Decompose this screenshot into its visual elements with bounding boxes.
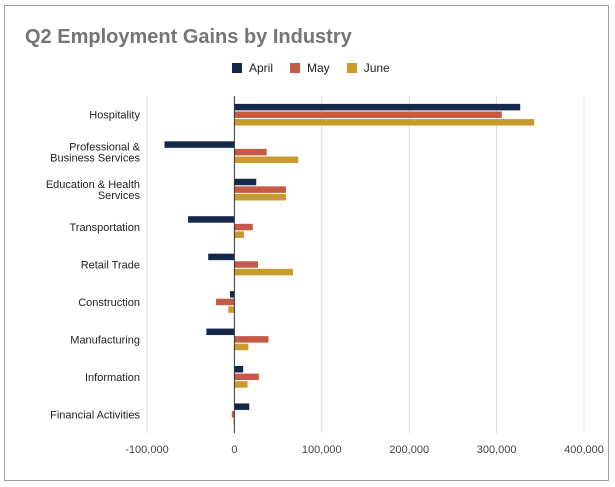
bar-june-5: [228, 306, 235, 313]
legend-item-june[interactable]: June: [346, 61, 390, 75]
bar-june-1: [234, 156, 299, 164]
legend-label-may: May: [307, 61, 330, 75]
legend-item-april[interactable]: April: [232, 61, 273, 75]
x-tick-label-0: -100,000: [125, 444, 168, 456]
bar-may-1: [234, 148, 267, 156]
category-label-0: Hospitality: [89, 110, 140, 122]
bar-april-5: [230, 291, 235, 298]
category-label-6: Manufacturing: [70, 334, 140, 346]
x-tick-label-3: 200,000: [389, 444, 429, 456]
bar-april-8: [234, 403, 250, 410]
x-tick-label-1: 0: [231, 444, 237, 456]
bar-april-1: [164, 141, 235, 148]
bar-may-4: [234, 261, 258, 268]
chart-frame: [4, 5, 609, 481]
bar-may-5: [216, 298, 235, 306]
bar-june-2: [234, 193, 286, 201]
category-label-8: Financial Activities: [50, 409, 140, 421]
bar-april-0: [234, 103, 521, 111]
legend-label-april: April: [249, 61, 274, 75]
chart-title: Q2 Employment Gains by Industry: [25, 26, 352, 48]
legend-swatch-may: [290, 63, 301, 73]
x-tick-label-2: 100,000: [302, 444, 342, 456]
category-label-3: Transportation: [69, 222, 140, 234]
x-tick-label-4: 300,000: [477, 444, 517, 456]
bar-may-6: [234, 336, 269, 343]
legend-swatch-june: [346, 63, 357, 73]
bar-april-3: [188, 216, 235, 223]
category-label-4: Retail Trade: [81, 260, 140, 272]
bar-april-7: [234, 365, 244, 373]
x-tick-label-5: 400,000: [564, 444, 604, 456]
bar-may-7: [234, 373, 259, 381]
bar-april-4: [208, 253, 235, 261]
bar-may-2: [234, 186, 286, 193]
bar-may-3: [234, 223, 253, 231]
bar-june-4: [234, 268, 293, 276]
chart-legend: April May June: [232, 61, 407, 75]
category-label-5: Construction: [78, 297, 140, 309]
category-label-7: Information: [85, 372, 140, 384]
bar-june-0: [234, 119, 535, 126]
bar-june-7: [234, 381, 248, 388]
legend-swatch-april: [232, 63, 242, 73]
bar-april-2: [234, 178, 257, 186]
category-label-1: Professional & Business Services: [50, 142, 141, 165]
bar-may-0: [234, 111, 502, 118]
bar-april-6: [206, 328, 235, 336]
legend-label-june: June: [363, 61, 390, 75]
legend-item-may[interactable]: May: [290, 61, 330, 75]
bar-june-3: [234, 231, 245, 238]
bar-may-8: [231, 411, 235, 418]
bar-june-6: [234, 343, 249, 351]
category-label-2: Education & Health Services: [46, 179, 141, 202]
